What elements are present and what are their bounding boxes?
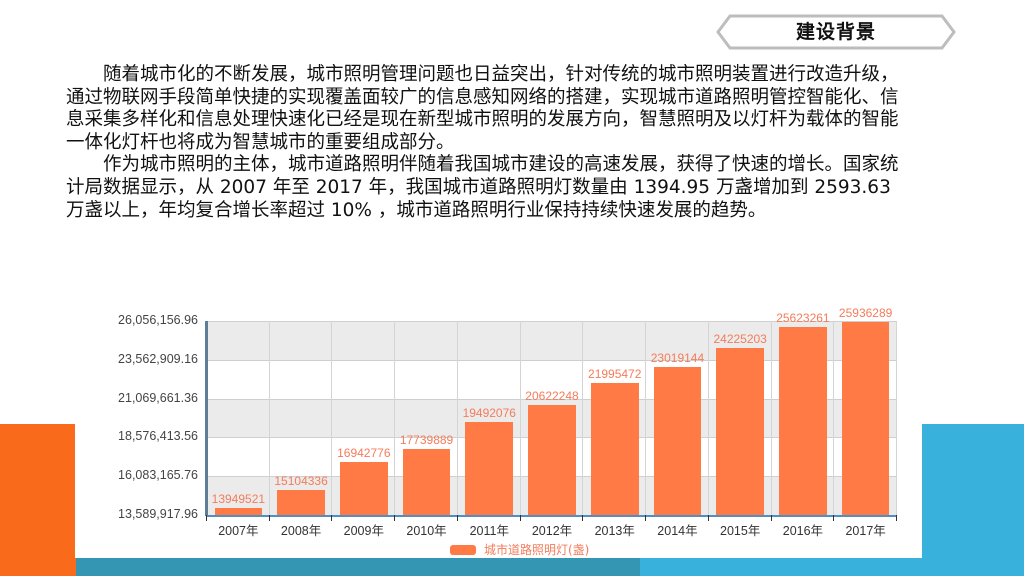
bar-value-label: 20622248: [525, 388, 579, 403]
bar-2009年[interactable]: [339, 461, 388, 515]
decorative-blue-block: [922, 424, 1024, 576]
bar-value-label: 21995472: [588, 367, 642, 382]
h-gridline: [207, 321, 897, 322]
x-tick-label: 2014年: [657, 524, 698, 538]
h-gridline: [207, 359, 897, 361]
v-gridline: [645, 321, 647, 515]
bar-value-label: 15104336: [274, 474, 328, 489]
x-tick-mark: [770, 515, 772, 521]
bar-2011年[interactable]: [465, 422, 514, 515]
v-gridline: [707, 321, 709, 515]
bar-value-label: 24225203: [713, 332, 767, 347]
y-tick-label: 18,576,413.56: [118, 429, 198, 444]
y-tick-label: 23,562,909.16: [118, 351, 198, 366]
bar-2016年[interactable]: [779, 326, 827, 515]
bar-2012年[interactable]: [528, 404, 576, 515]
bar-value-label: 25623261: [776, 310, 830, 325]
x-axis-line: [207, 515, 897, 517]
bar-2010年[interactable]: [402, 449, 451, 515]
x-tick-label: 2013年: [594, 524, 635, 538]
v-gridline: [582, 321, 584, 515]
x-tick-label: 2011年: [469, 524, 509, 538]
legend-label: 城市道路照明灯(盏): [484, 543, 590, 557]
bar-value-label: 17739889: [399, 433, 454, 448]
section-title-badge: 建设背景: [716, 14, 956, 50]
y-tick-label: 13,589,917.96: [118, 507, 198, 521]
x-tick-mark: [268, 515, 270, 521]
bar-value-label: 19492076: [462, 406, 516, 421]
x-tick-mark: [206, 515, 207, 521]
x-tick-label: 2015年: [720, 524, 761, 538]
x-tick-label: 2012年: [531, 524, 573, 538]
x-tick-mark: [833, 515, 835, 521]
page-title: 建设背景: [795, 21, 876, 43]
x-tick-mark: [394, 515, 396, 521]
decorative-orange-block: [0, 424, 76, 576]
legend-swatch: [450, 545, 476, 555]
v-gridline: [770, 321, 772, 515]
x-tick-mark: [582, 515, 584, 521]
x-tick-mark: [456, 515, 458, 521]
y-tick-label: 16,083,165.76: [118, 468, 198, 483]
x-tick-mark: [707, 515, 709, 521]
y-tick-label: 21,069,661.36: [118, 390, 198, 405]
bar-2007年[interactable]: [214, 508, 263, 515]
y-axis-line: [205, 321, 208, 516]
x-tick-label: 2009年: [343, 524, 384, 538]
bar-value-label: 25936289: [838, 305, 893, 320]
v-gridline: [331, 321, 333, 515]
bar-2014年[interactable]: [653, 367, 702, 515]
v-gridline: [456, 321, 458, 515]
paragraph-2: 作为城市照明的主体，城市道路照明伴随着我国城市建设的高速发展，获得了快速的增长。…: [66, 154, 899, 221]
x-tick-label: 2007年: [218, 524, 259, 538]
x-tick-label: 2008年: [280, 524, 322, 538]
x-tick-mark: [645, 515, 647, 521]
v-gridline: [896, 321, 897, 515]
x-tick-mark: [519, 515, 521, 521]
v-gridline: [394, 321, 396, 515]
v-gridline: [833, 321, 835, 515]
body-text: 随着城市化的不断发展，城市照明管理问题也日益突出，针对传统的城市照明装置进行改造…: [66, 64, 906, 222]
bar-2013年[interactable]: [590, 383, 639, 515]
bar-value-label: 16942776: [337, 445, 391, 460]
v-gridline: [268, 321, 270, 515]
decorative-blue-strip: [640, 558, 1024, 576]
paragraph-1: 随着城市化的不断发展，城市照明管理问题也日益突出，针对传统的城市照明装置进行改造…: [66, 64, 899, 153]
y-tick-label: 26,056,156.96: [118, 313, 198, 327]
x-tick-label: 2016年: [782, 524, 824, 538]
x-tick-mark: [331, 515, 333, 521]
h-gridline: [207, 398, 897, 400]
v-gridline: [519, 321, 521, 515]
bar-2017年[interactable]: [841, 321, 890, 515]
bar-2008年[interactable]: [277, 490, 325, 515]
x-tick-mark: [896, 515, 897, 521]
x-tick-label: 2017年: [845, 524, 886, 538]
bar-value-label: 13949521: [211, 492, 266, 507]
bar-2015年[interactable]: [716, 348, 765, 515]
x-tick-label: 2010年: [406, 524, 447, 538]
bar-value-label: 23019144: [650, 351, 705, 366]
